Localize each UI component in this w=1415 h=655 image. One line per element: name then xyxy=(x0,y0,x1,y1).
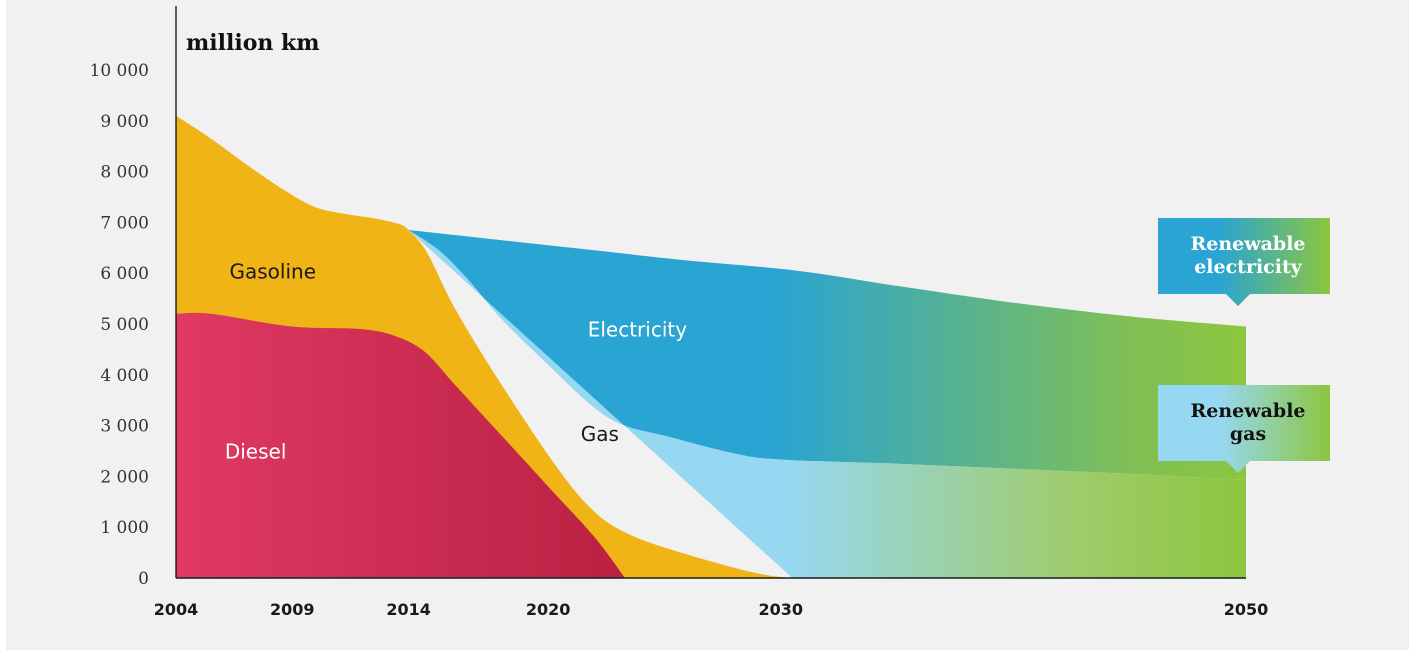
y-tick-label: 9 000 xyxy=(100,112,149,132)
x-tick-label: 2014 xyxy=(386,600,431,619)
callout-box xyxy=(1158,385,1330,473)
chart-panel: 0 1 000 2 000 3 000 4 000 5 000 6 000 7 000 8 00… xyxy=(6,0,1409,650)
y-tick-label: 10 000 xyxy=(90,61,149,81)
y-tick-label: 5 000 xyxy=(100,315,149,335)
area-label-gas: Gas xyxy=(581,422,619,446)
y-tick-label: 3 000 xyxy=(100,417,149,437)
x-tick-label: 2050 xyxy=(1224,600,1269,619)
callout-text: Renewable xyxy=(1190,400,1305,422)
area-electricity xyxy=(408,230,1247,480)
x-tick-label: 2009 xyxy=(270,600,315,619)
area-diesel xyxy=(176,312,625,578)
area-gas xyxy=(408,230,1247,578)
x-tick-label: 2004 xyxy=(154,600,199,619)
y-tick-label: 6 000 xyxy=(100,264,149,284)
callout-text: gas xyxy=(1230,423,1266,445)
x-tick-label: 2030 xyxy=(759,600,804,619)
y-tick-label: 1 000 xyxy=(100,518,149,538)
y-tick-label: 4 000 xyxy=(100,366,149,386)
area-chart: 0 1 000 2 000 3 000 4 000 5 000 6 000 7 000 8 00… xyxy=(90,6,1330,619)
y-tick-label: 0 xyxy=(138,569,149,589)
y-unit-label: million km xyxy=(186,30,320,56)
callout-text: Renewable xyxy=(1190,233,1305,255)
y-tick-label: 7 000 xyxy=(100,213,149,233)
callout-box xyxy=(1158,218,1330,306)
y-tick-label: 8 000 xyxy=(100,163,149,183)
x-tick-label: 2020 xyxy=(526,600,571,619)
area-label-electricity: Electricity xyxy=(588,318,688,342)
area-label-gasoline: Gasoline xyxy=(230,259,317,283)
area-label-diesel: Diesel xyxy=(225,440,287,464)
callout-text: electricity xyxy=(1194,256,1303,278)
y-tick-label: 2 000 xyxy=(100,467,149,487)
